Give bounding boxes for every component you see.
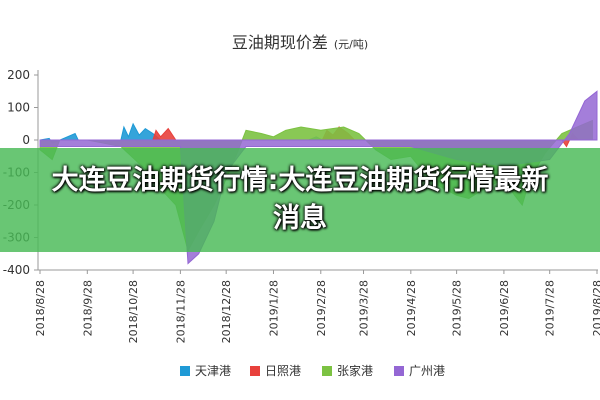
x-tick-label: 2018/9/28 (81, 280, 94, 336)
x-tick-label: 2019/2/28 (315, 280, 328, 336)
x-tick-label: 2019/8/28 (591, 280, 600, 336)
y-tick-label: 100 (7, 101, 30, 115)
series-area-4 (39, 90, 598, 265)
overlay-banner: 大连豆油期货行情:大连豆油期货行情最新消息 (0, 148, 600, 252)
legend-swatch (250, 366, 260, 376)
x-tick-label: 2018/10/28 (127, 280, 140, 343)
x-tick-label: 2019/5/28 (451, 280, 464, 336)
legend-swatch (180, 366, 190, 376)
legend-label: 日照港 (265, 364, 301, 378)
legend-label: 广州港 (409, 364, 445, 378)
y-tick-label: 0 (22, 133, 30, 147)
x-tick-label: 2019/1/28 (267, 280, 280, 336)
legend-swatch (322, 366, 332, 376)
legend: 天津港 日照港 张家港 广州港 (180, 363, 445, 378)
legend-label: 天津港 (195, 364, 231, 378)
banner-text: 大连豆油期货行情:大连豆油期货行情最新消息 (51, 165, 549, 234)
x-tick-label: 2019/6/28 (498, 280, 511, 336)
x-tick-label: 2019/4/28 (405, 280, 418, 336)
x-tick-label: 2018/8/28 (34, 280, 47, 336)
y-tick-label: 200 (7, 68, 30, 82)
x-tick-label: 2019/3/28 (358, 280, 371, 336)
x-tick-label: 2018/12/28 (220, 280, 233, 343)
x-axis: 2018/8/28 2018/9/28 2018/10/28 2018/11/28 20… (34, 269, 600, 343)
x-tick-label: 2019/7/28 (544, 280, 557, 336)
x-tick-label: 2018/11/28 (174, 280, 187, 343)
chart-unit-label: (元/吨) (334, 38, 368, 51)
legend-swatch (394, 366, 404, 376)
legend-label: 张家港 (337, 363, 373, 378)
y-tick-label: -400 (3, 263, 30, 277)
chart-title-text: 豆油期现价差 (232, 33, 328, 52)
chart-title: 豆油期现价差 (元/吨) (232, 33, 368, 52)
